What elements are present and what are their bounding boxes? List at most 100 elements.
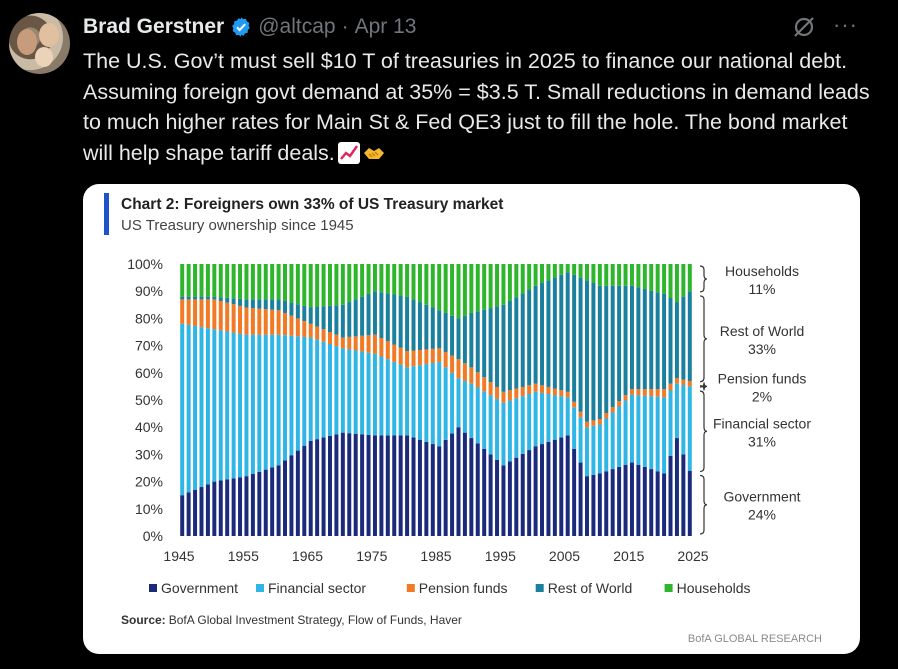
bar-segment-pension-funds[interactable]	[398, 347, 403, 365]
bar-segment-pension-funds[interactable]	[193, 299, 198, 327]
bar-segment-rest-of-world[interactable]	[546, 280, 551, 387]
bar-segment-households[interactable]	[340, 264, 345, 305]
bar-segment-pension-funds[interactable]	[629, 389, 634, 395]
bar-segment-financial-sector[interactable]	[527, 394, 532, 451]
bar-segment-households[interactable]	[225, 264, 230, 298]
bar-segment-rest-of-world[interactable]	[193, 296, 198, 300]
bar-segment-government[interactable]	[591, 474, 596, 536]
bar-segment-financial-sector[interactable]	[597, 424, 602, 474]
bar-segment-financial-sector[interactable]	[360, 351, 365, 435]
bar-segment-pension-funds[interactable]	[674, 378, 679, 384]
bar-segment-households[interactable]	[501, 264, 506, 305]
bar-segment-households[interactable]	[565, 264, 570, 273]
bar-segment-households[interactable]	[546, 264, 551, 281]
bar-segment-financial-sector[interactable]	[520, 396, 525, 454]
bar-segment-financial-sector[interactable]	[469, 383, 474, 439]
bar-segment-pension-funds[interactable]	[572, 401, 577, 408]
bar-segment-government[interactable]	[540, 444, 544, 536]
bar-segment-financial-sector[interactable]	[546, 394, 551, 442]
bar-segment-pension-funds[interactable]	[353, 336, 358, 351]
bar-segment-pension-funds[interactable]	[411, 350, 416, 367]
bar-segment-financial-sector[interactable]	[501, 402, 506, 466]
bar-segment-pension-funds[interactable]	[495, 386, 500, 399]
bar-segment-pension-funds[interactable]	[437, 348, 442, 362]
bar-segment-pension-funds[interactable]	[687, 380, 692, 387]
bar-segment-rest-of-world[interactable]	[649, 290, 654, 390]
bar-segment-rest-of-world[interactable]	[527, 289, 532, 386]
bar-segment-government[interactable]	[572, 448, 577, 536]
bar-segment-households[interactable]	[649, 264, 654, 291]
bar-segment-government[interactable]	[379, 435, 384, 536]
bar-segment-households[interactable]	[244, 264, 249, 300]
bar-segment-financial-sector[interactable]	[507, 400, 512, 462]
bar-segment-financial-sector[interactable]	[488, 395, 493, 455]
bar-segment-pension-funds[interactable]	[321, 329, 326, 342]
bar-segment-rest-of-world[interactable]	[572, 274, 577, 402]
bar-segment-rest-of-world[interactable]	[559, 274, 564, 391]
bar-segment-rest-of-world[interactable]	[629, 285, 634, 390]
bar-segment-government[interactable]	[636, 464, 641, 536]
bar-segment-pension-funds[interactable]	[533, 383, 538, 392]
bar-segment-financial-sector[interactable]	[642, 395, 647, 467]
bar-segment-pension-funds[interactable]	[379, 337, 384, 357]
bar-segment-financial-sector[interactable]	[263, 334, 268, 470]
bar-segment-pension-funds[interactable]	[424, 349, 429, 365]
bar-segment-financial-sector[interactable]	[462, 380, 467, 433]
bar-segment-households[interactable]	[398, 264, 403, 296]
bar-segment-pension-funds[interactable]	[501, 391, 506, 403]
bar-segment-rest-of-world[interactable]	[347, 302, 352, 337]
bar-segment-pension-funds[interactable]	[392, 344, 397, 362]
bar-segment-households[interactable]	[379, 264, 384, 293]
bar-segment-financial-sector[interactable]	[604, 418, 609, 472]
bar-segment-rest-of-world[interactable]	[475, 311, 480, 373]
bar-segment-rest-of-world[interactable]	[379, 292, 384, 338]
bar-segment-pension-funds[interactable]	[315, 326, 320, 340]
bar-segment-pension-funds[interactable]	[308, 323, 313, 338]
bar-segment-households[interactable]	[257, 264, 262, 300]
bar-segment-pension-funds[interactable]	[295, 318, 300, 337]
bar-segment-rest-of-world[interactable]	[257, 299, 262, 309]
bar-segment-pension-funds[interactable]	[527, 385, 532, 395]
bar-segment-rest-of-world[interactable]	[366, 293, 371, 336]
bar-segment-financial-sector[interactable]	[250, 334, 255, 474]
bar-segment-government[interactable]	[180, 495, 185, 536]
bar-segment-pension-funds[interactable]	[180, 299, 185, 324]
bar-segment-pension-funds[interactable]	[636, 389, 641, 396]
bar-segment-government[interactable]	[205, 484, 210, 536]
bar-segment-financial-sector[interactable]	[674, 383, 679, 439]
bar-segment-financial-sector[interactable]	[681, 385, 686, 455]
bar-segment-pension-funds[interactable]	[283, 312, 287, 336]
bar-segment-rest-of-world[interactable]	[662, 293, 667, 390]
bar-segment-financial-sector[interactable]	[193, 326, 198, 490]
bar-segment-rest-of-world[interactable]	[360, 296, 365, 336]
bar-segment-rest-of-world[interactable]	[514, 297, 519, 389]
bar-segment-households[interactable]	[668, 264, 673, 298]
bar-segment-government[interactable]	[495, 459, 500, 536]
bar-segment-rest-of-world[interactable]	[430, 307, 435, 349]
bar-segment-financial-sector[interactable]	[591, 425, 596, 475]
bar-segment-financial-sector[interactable]	[514, 398, 519, 458]
bar-segment-rest-of-world[interactable]	[276, 299, 281, 311]
bar-segment-households[interactable]	[238, 264, 243, 299]
bar-segment-financial-sector[interactable]	[244, 334, 249, 477]
bar-segment-government[interactable]	[199, 487, 204, 536]
bar-segment-rest-of-world[interactable]	[565, 272, 570, 392]
bar-segment-government[interactable]	[501, 465, 506, 536]
bar-segment-financial-sector[interactable]	[437, 361, 442, 447]
bar-segment-government[interactable]	[668, 455, 673, 536]
bar-segment-households[interactable]	[186, 264, 191, 297]
bar-segment-rest-of-world[interactable]	[328, 305, 332, 332]
bar-segment-households[interactable]	[360, 264, 365, 297]
bar-segment-financial-sector[interactable]	[552, 395, 557, 440]
bar-segment-households[interactable]	[212, 264, 217, 297]
bar-segment-households[interactable]	[180, 264, 185, 297]
bar-segment-government[interactable]	[398, 435, 403, 536]
bar-segment-rest-of-world[interactable]	[250, 299, 255, 309]
bar-segment-rest-of-world[interactable]	[469, 312, 474, 368]
bar-segment-households[interactable]	[199, 264, 204, 297]
bar-segment-pension-funds[interactable]	[385, 341, 390, 360]
bar-segment-rest-of-world[interactable]	[334, 305, 339, 335]
bar-segment-pension-funds[interactable]	[456, 359, 461, 379]
bar-segment-financial-sector[interactable]	[385, 359, 390, 436]
bar-segment-rest-of-world[interactable]	[462, 315, 467, 364]
